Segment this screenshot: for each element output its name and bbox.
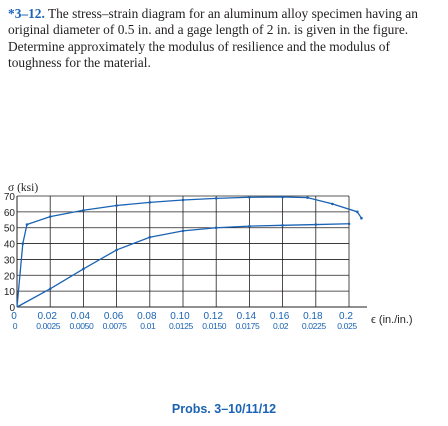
chart-curves xyxy=(16,195,363,308)
data-point-upper xyxy=(281,195,284,199)
x-tick-label-lower: 0.0025 xyxy=(36,321,61,331)
data-point-lower xyxy=(48,287,52,291)
x-tick-label-upper: 0 xyxy=(11,311,17,322)
data-point-lower xyxy=(314,223,318,226)
y-tick-label: 0 xyxy=(9,303,15,314)
data-point-upper xyxy=(306,196,309,199)
data-point-upper xyxy=(360,216,363,220)
data-point-upper xyxy=(214,197,218,200)
data-point-upper xyxy=(115,204,118,207)
x-tick-label-lower: 0.0175 xyxy=(235,321,260,331)
x-tick-label-lower: 0.0050 xyxy=(69,321,94,331)
data-point-upper xyxy=(356,210,359,214)
y-tick-label: 60 xyxy=(4,208,16,219)
problem-statement: *3–12. The stress–strain diagram for an … xyxy=(8,6,440,72)
y-tick-label: 10 xyxy=(4,287,16,298)
data-point-upper xyxy=(48,215,52,218)
y-tick-label: 50 xyxy=(4,224,16,235)
x-tick-label-lower: 0.0225 xyxy=(302,321,327,331)
data-point-upper xyxy=(248,195,251,199)
y-tick-label: 20 xyxy=(4,271,16,282)
x-tick-label-upper: 0.10 xyxy=(170,311,190,322)
x-tick-label-upper: 0.02 xyxy=(37,311,57,322)
x-tick-label-upper: 0.18 xyxy=(303,311,323,322)
chart-axes xyxy=(16,196,367,308)
x-tick-label-lower: 0.0075 xyxy=(103,321,128,331)
data-point-lower xyxy=(115,248,118,252)
x-tick-label-upper: 0.08 xyxy=(137,311,157,322)
x-tick-label-upper: 0.2 xyxy=(339,311,353,322)
data-point-upper xyxy=(82,208,85,212)
y-tick-label: 70 xyxy=(4,192,16,203)
x-axis-label: ϵ (in./in.) xyxy=(371,314,413,326)
data-point-lower xyxy=(148,235,152,239)
chart-grid xyxy=(17,195,350,307)
x-tick-label-upper: 0.06 xyxy=(104,311,124,322)
problem-number: *3–12. xyxy=(8,6,45,21)
x-tick-label-lower: 0.01 xyxy=(140,321,156,331)
x-tick-labels-lower: 0 0.0025 0.0050 0.0075 0.01 0.0125 0.0150 0.017… xyxy=(13,321,358,331)
data-point-lower xyxy=(214,226,218,230)
data-point-upper xyxy=(181,198,185,202)
x-tick-label-lower: 0.02 xyxy=(273,321,289,331)
problem-text: The stress–strain diagram for an aluminu… xyxy=(8,6,418,71)
data-point-upper xyxy=(21,242,25,245)
x-tick-label-upper: 0.16 xyxy=(270,311,290,322)
y-tick-label: 30 xyxy=(4,255,16,266)
data-point-lower xyxy=(281,224,284,227)
x-tick-label-upper: 0.04 xyxy=(71,311,91,322)
curve-upper xyxy=(16,196,362,308)
x-tick-label-lower: 0.0150 xyxy=(202,321,227,331)
x-tick-label-upper: 0.12 xyxy=(203,311,223,322)
data-point-lower xyxy=(82,267,85,271)
data-point-lower xyxy=(181,229,185,233)
figure-caption: Probs. 3–10/11/12 xyxy=(171,402,277,416)
x-tick-label-lower: 0.025 xyxy=(337,321,357,331)
data-point-lower xyxy=(347,222,351,226)
data-point-upper xyxy=(25,223,29,226)
y-tick-label: 40 xyxy=(4,240,16,251)
y-axis-label: σ (ksi) xyxy=(8,182,39,194)
data-point-upper xyxy=(148,201,152,204)
x-tick-label-upper: 0.14 xyxy=(237,311,257,322)
data-point-lower xyxy=(248,224,251,228)
y-tick-labels: 0 10 20 30 40 50 60 70 xyxy=(4,192,16,314)
x-tick-label-lower: 0.0125 xyxy=(169,321,194,331)
x-tick-labels-upper: 0 0.02 0.04 0.06 0.08 0.10 0.12 0.14 0.16 0.18 0.2 xyxy=(11,311,353,322)
data-point-upper xyxy=(331,202,334,206)
x-tick-label-lower: 0 xyxy=(13,321,18,331)
